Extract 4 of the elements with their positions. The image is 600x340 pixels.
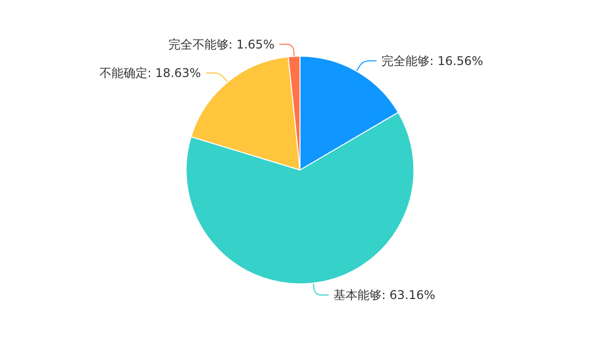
slice-label: 基本能够: 63.16%: [334, 288, 436, 302]
slice-label: 完全能够: 16.56%: [382, 54, 484, 68]
slice-label: 不能确定: 18.63%: [99, 66, 201, 80]
slice-label: 完全不能够: 1.65%: [168, 37, 274, 52]
